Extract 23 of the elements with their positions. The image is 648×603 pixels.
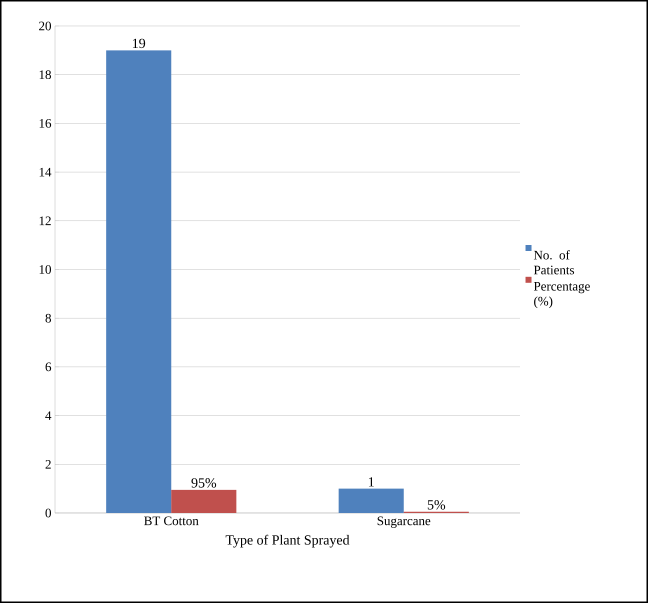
y-tick-label: 16 — [40, 119, 52, 128]
y-tick-label: 18 — [40, 70, 51, 80]
legend-label: Percentage (%) — [534, 282, 590, 308]
bar — [338, 488, 404, 513]
data-label: 5% — [428, 500, 446, 510]
y-tick-label: 14 — [40, 168, 52, 176]
y-tick-label: 12 — [40, 216, 51, 226]
bar — [171, 490, 236, 513]
y-tick-label: 6 — [46, 362, 52, 372]
y-tick-label: 0 — [46, 508, 51, 518]
y-tick-label: 8 — [46, 314, 51, 323]
legend-label: No. of Patients — [534, 250, 574, 274]
bar — [106, 50, 172, 513]
y-tick-label: 10 — [40, 265, 51, 274]
x-tick-label: Sugarcane — [378, 516, 430, 528]
x-tick-label: BT Cotton — [144, 516, 199, 526]
x-axis-title: Type of Plant Sprayed — [226, 534, 350, 548]
data-label: 95% — [191, 478, 216, 488]
data-label: 19 — [132, 38, 146, 48]
data-label: 1 — [368, 477, 374, 486]
y-tick-label: 4 — [45, 411, 52, 420]
y-tick-label: 2 — [46, 460, 51, 469]
y-tick-label: 20 — [39, 22, 51, 30]
